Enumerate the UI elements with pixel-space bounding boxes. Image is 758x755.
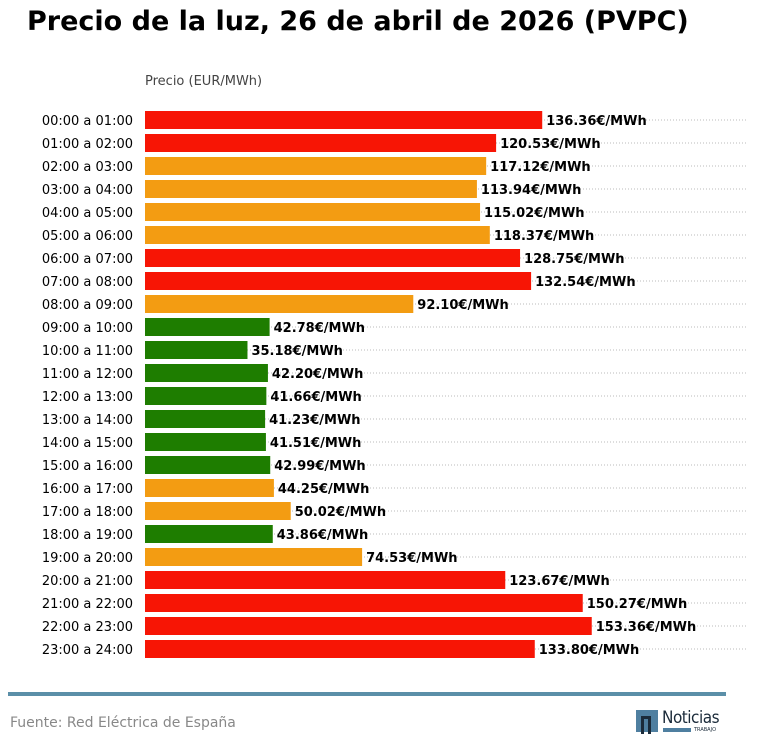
bar bbox=[145, 456, 271, 474]
bar bbox=[145, 341, 248, 359]
category-label: 02:00 a 03:00 bbox=[42, 160, 133, 175]
data-label: 41.51€/MWh bbox=[270, 436, 361, 451]
logo-underline bbox=[663, 728, 691, 732]
category-label: 13:00 a 14:00 bbox=[42, 413, 133, 428]
data-label: 132.54€/MWh bbox=[535, 275, 636, 290]
data-label: 42.78€/MWh bbox=[274, 321, 365, 336]
category-label: 21:00 a 22:00 bbox=[42, 597, 133, 612]
bar bbox=[145, 249, 521, 267]
bar bbox=[145, 180, 477, 198]
bar bbox=[145, 594, 583, 612]
bar bbox=[145, 571, 506, 589]
category-label: 17:00 a 18:00 bbox=[42, 505, 133, 520]
data-label: 42.99€/MWh bbox=[274, 459, 365, 474]
logo-sub: TRABAJO bbox=[694, 727, 717, 733]
bar bbox=[145, 433, 266, 451]
category-label: 07:00 a 08:00 bbox=[42, 275, 133, 290]
bar bbox=[145, 318, 270, 336]
category-label: 18:00 a 19:00 bbox=[42, 528, 133, 543]
category-label: 16:00 a 17:00 bbox=[42, 482, 133, 497]
data-label: 42.20€/MWh bbox=[272, 367, 363, 382]
category-label: 20:00 a 21:00 bbox=[42, 574, 133, 589]
data-label: 44.25€/MWh bbox=[278, 482, 369, 497]
category-label: 11:00 a 12:00 bbox=[42, 367, 133, 382]
category-label: 22:00 a 23:00 bbox=[42, 620, 133, 635]
bar bbox=[145, 157, 487, 175]
data-label: 74.53€/MWh bbox=[366, 551, 457, 566]
category-label: 09:00 a 10:00 bbox=[42, 321, 133, 336]
category-label: 05:00 a 06:00 bbox=[42, 229, 133, 244]
data-label: 35.18€/MWh bbox=[251, 344, 342, 359]
bar bbox=[145, 640, 535, 658]
category-label: 14:00 a 15:00 bbox=[42, 436, 133, 451]
bar bbox=[145, 111, 543, 129]
bar bbox=[145, 364, 268, 382]
bar bbox=[145, 272, 532, 290]
data-label: 153.36€/MWh bbox=[596, 620, 697, 635]
bar-chart: 00:00 a 01:00 136.36€/MWh 01:00 a 02:00 120… bbox=[42, 111, 748, 658]
category-label: 06:00 a 07:00 bbox=[42, 252, 133, 267]
bar bbox=[145, 295, 414, 313]
bar bbox=[145, 548, 363, 566]
data-label: 113.94€/MWh bbox=[481, 183, 582, 198]
category-label: 08:00 a 09:00 bbox=[42, 298, 133, 313]
noticias-trabajo-logo: Noticias TRABAJO bbox=[636, 708, 728, 736]
bar bbox=[145, 203, 481, 221]
logo-word: Noticias bbox=[662, 708, 720, 728]
category-label: 15:00 a 16:00 bbox=[42, 459, 133, 474]
bar bbox=[145, 387, 267, 405]
footer-divider bbox=[8, 692, 726, 696]
data-label: 115.02€/MWh bbox=[484, 206, 584, 221]
category-label: 23:00 a 24:00 bbox=[42, 643, 133, 658]
source-note: Fuente: Red Eléctrica de España bbox=[10, 715, 236, 731]
data-label: 43.86€/MWh bbox=[277, 528, 368, 543]
data-label: 50.02€/MWh bbox=[295, 505, 386, 520]
bar bbox=[145, 617, 592, 635]
chart-title: Precio de la luz, 26 de abril de 2026 (P… bbox=[27, 6, 689, 37]
data-label: 150.27€/MWh bbox=[587, 597, 688, 612]
bar bbox=[145, 502, 291, 520]
data-label: 128.75€/MWh bbox=[524, 252, 625, 267]
category-label: 00:00 a 01:00 bbox=[42, 114, 133, 129]
category-label: 19:00 a 20:00 bbox=[42, 551, 133, 566]
category-label: 04:00 a 05:00 bbox=[42, 206, 133, 221]
category-label: 12:00 a 13:00 bbox=[42, 390, 133, 405]
category-label: 10:00 a 11:00 bbox=[42, 344, 133, 359]
data-label: 123.67€/MWh bbox=[509, 574, 610, 589]
bar bbox=[145, 134, 497, 152]
category-label: 01:00 a 02:00 bbox=[42, 137, 133, 152]
bar bbox=[145, 226, 490, 244]
data-label: 136.36€/MWh bbox=[546, 114, 647, 129]
data-label: 117.12€/MWh bbox=[490, 160, 591, 175]
data-label: 133.80€/MWh bbox=[539, 643, 640, 658]
bar bbox=[145, 410, 266, 428]
logo-n-icon bbox=[636, 710, 658, 734]
data-label: 120.53€/MWh bbox=[500, 137, 601, 152]
data-label: 118.37€/MWh bbox=[494, 229, 595, 244]
data-label: 41.66€/MWh bbox=[270, 390, 361, 405]
bar bbox=[145, 479, 274, 497]
data-label: 92.10€/MWh bbox=[417, 298, 508, 313]
bar bbox=[145, 525, 273, 543]
axis-label: Precio (EUR/MWh) bbox=[145, 74, 263, 89]
data-label: 41.23€/MWh bbox=[269, 413, 360, 428]
category-label: 03:00 a 04:00 bbox=[42, 183, 133, 198]
